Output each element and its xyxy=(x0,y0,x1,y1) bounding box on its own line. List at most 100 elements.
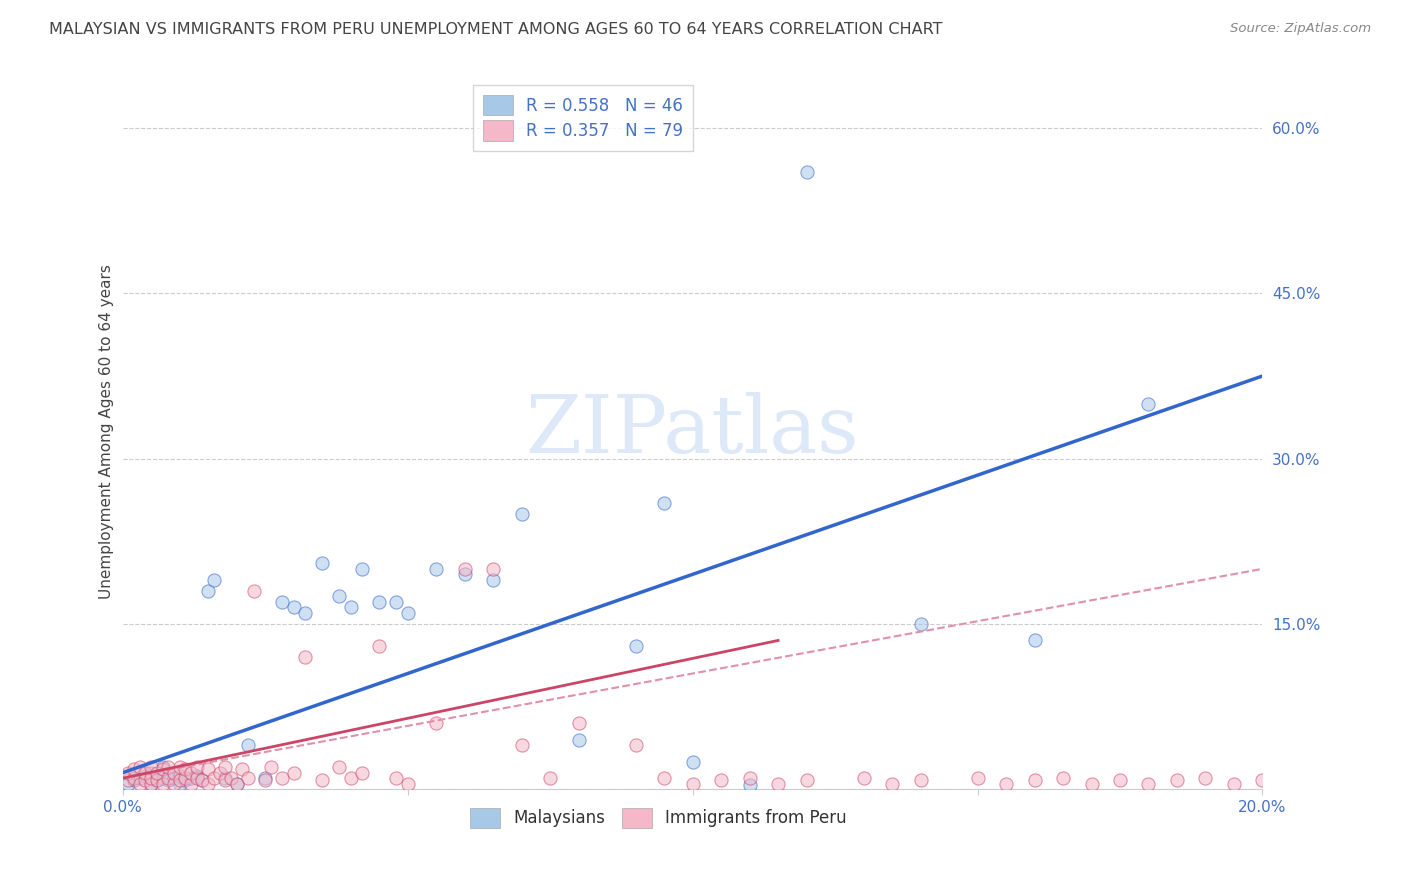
Point xyxy=(174,763,197,777)
Point xyxy=(169,773,191,788)
Point xyxy=(1052,771,1074,785)
Point xyxy=(738,778,761,792)
Point xyxy=(169,760,191,774)
Point xyxy=(1223,777,1246,791)
Point xyxy=(134,765,156,780)
Point xyxy=(1166,773,1188,788)
Point xyxy=(208,765,231,780)
Point xyxy=(311,773,333,788)
Point xyxy=(796,773,818,788)
Point xyxy=(174,771,197,785)
Point xyxy=(283,765,305,780)
Point xyxy=(197,583,219,598)
Point xyxy=(146,773,169,788)
Point xyxy=(283,600,305,615)
Point xyxy=(624,738,647,752)
Point xyxy=(482,573,505,587)
Point xyxy=(385,595,408,609)
Point xyxy=(260,760,283,774)
Point xyxy=(117,765,139,780)
Point xyxy=(174,773,197,788)
Point xyxy=(294,606,316,620)
Point xyxy=(710,773,733,788)
Point xyxy=(191,773,214,788)
Point xyxy=(453,562,475,576)
Point xyxy=(122,771,145,785)
Point xyxy=(180,771,202,785)
Point xyxy=(271,771,294,785)
Point xyxy=(1194,771,1216,785)
Point xyxy=(214,771,236,785)
Point xyxy=(1251,773,1274,788)
Point xyxy=(510,507,533,521)
Point xyxy=(141,777,163,791)
Point xyxy=(169,777,191,791)
Point xyxy=(242,583,264,598)
Point xyxy=(152,760,174,774)
Y-axis label: Unemployment Among Ages 60 to 64 years: Unemployment Among Ages 60 to 64 years xyxy=(100,264,114,599)
Point xyxy=(652,771,675,785)
Point xyxy=(538,771,561,785)
Point xyxy=(157,760,180,774)
Point xyxy=(122,763,145,777)
Point xyxy=(294,650,316,665)
Point xyxy=(134,773,156,788)
Point xyxy=(152,771,174,785)
Text: MALAYSIAN VS IMMIGRANTS FROM PERU UNEMPLOYMENT AMONG AGES 60 TO 64 YEARS CORRELA: MALAYSIAN VS IMMIGRANTS FROM PERU UNEMPL… xyxy=(49,22,942,37)
Point xyxy=(682,755,704,769)
Point xyxy=(624,639,647,653)
Point xyxy=(236,771,259,785)
Point xyxy=(163,765,186,780)
Point xyxy=(254,771,277,785)
Point xyxy=(169,769,191,783)
Point xyxy=(568,716,591,731)
Point xyxy=(368,595,391,609)
Point xyxy=(141,777,163,791)
Point xyxy=(141,765,163,780)
Point xyxy=(134,769,156,783)
Point xyxy=(339,771,361,785)
Point xyxy=(254,773,277,788)
Point xyxy=(910,773,932,788)
Point xyxy=(1024,773,1046,788)
Point xyxy=(231,763,253,777)
Point xyxy=(163,777,186,791)
Point xyxy=(128,760,150,774)
Point xyxy=(453,567,475,582)
Point xyxy=(568,732,591,747)
Point xyxy=(157,771,180,785)
Point xyxy=(219,771,242,785)
Point xyxy=(482,562,505,576)
Point xyxy=(163,771,186,785)
Point xyxy=(146,765,169,780)
Point xyxy=(425,562,447,576)
Point xyxy=(766,777,789,791)
Point xyxy=(202,771,225,785)
Point xyxy=(1279,771,1302,785)
Point xyxy=(197,763,219,777)
Point xyxy=(128,777,150,791)
Point xyxy=(966,771,988,785)
Point xyxy=(852,771,875,785)
Point xyxy=(1109,773,1132,788)
Point xyxy=(385,771,408,785)
Point xyxy=(339,600,361,615)
Point xyxy=(202,573,225,587)
Point xyxy=(186,760,208,774)
Point xyxy=(368,639,391,653)
Point xyxy=(1137,777,1160,791)
Point xyxy=(271,595,294,609)
Point xyxy=(396,606,419,620)
Point xyxy=(225,777,247,791)
Point xyxy=(510,738,533,752)
Point xyxy=(225,777,247,791)
Point xyxy=(425,716,447,731)
Point xyxy=(236,738,259,752)
Point xyxy=(146,773,169,788)
Point xyxy=(352,765,374,780)
Point xyxy=(122,773,145,788)
Point xyxy=(396,777,419,791)
Point xyxy=(796,165,818,179)
Point xyxy=(141,771,163,785)
Point xyxy=(910,616,932,631)
